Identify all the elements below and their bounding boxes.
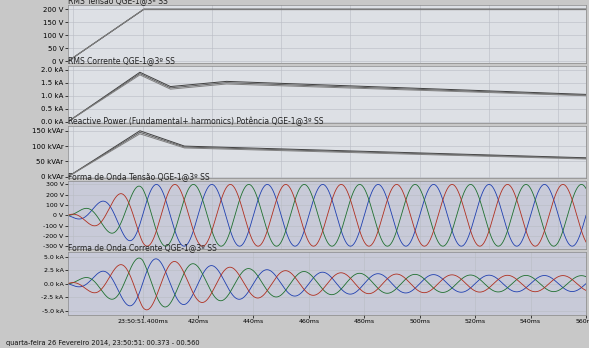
- Text: Forma de Onda Corrente QGE-1@3º SS: Forma de Onda Corrente QGE-1@3º SS: [68, 243, 217, 252]
- Text: Reactive Power (Fundamental+ harmonics) Potência QGE-1@3º SS: Reactive Power (Fundamental+ harmonics) …: [68, 117, 323, 126]
- Text: RMS Corrente QGE-1@3º SS: RMS Corrente QGE-1@3º SS: [68, 57, 174, 65]
- Text: quarta-feira 26 Fevereiro 2014, 23:50:51: 00.373 - 00.560: quarta-feira 26 Fevereiro 2014, 23:50:51…: [6, 340, 200, 346]
- Text: Forma de Onda Tensão QGE-1@3º SS: Forma de Onda Tensão QGE-1@3º SS: [68, 172, 209, 181]
- Text: RMS Tensão QGE-1@3º SS: RMS Tensão QGE-1@3º SS: [68, 0, 167, 5]
